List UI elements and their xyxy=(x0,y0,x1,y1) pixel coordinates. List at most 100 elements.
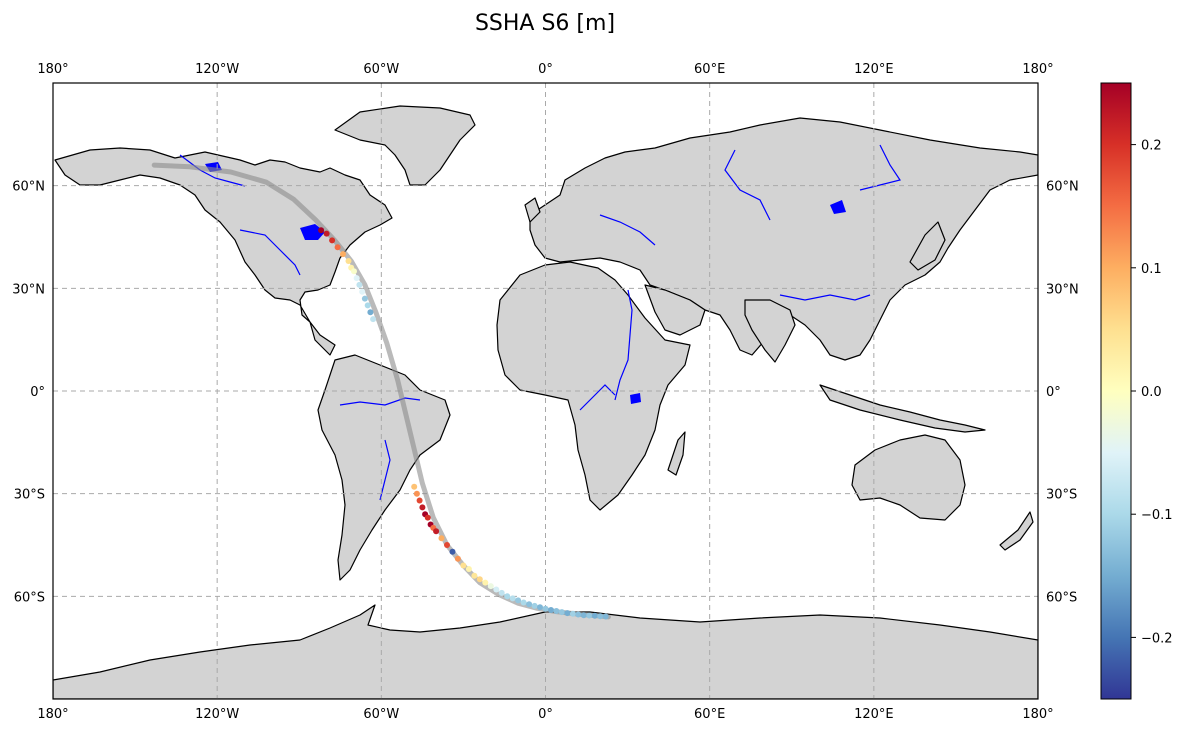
ssha-point xyxy=(465,566,472,572)
ssha-point xyxy=(569,610,576,617)
ssha-point xyxy=(351,268,357,275)
y-tick-label-right: 30°N xyxy=(1046,282,1079,297)
great-lakes xyxy=(300,224,325,240)
arabian-peninsula xyxy=(644,284,706,336)
ssha-point xyxy=(542,605,549,612)
ssha-point xyxy=(597,613,604,620)
y-tick-label-left: 0° xyxy=(30,385,45,400)
ssha-point xyxy=(353,275,360,282)
ssha-point xyxy=(361,295,368,302)
y-tick-label-right: 60°S xyxy=(1046,590,1077,605)
ssha-point xyxy=(526,601,533,608)
japan-landmass xyxy=(909,221,946,271)
x-tick-label-bottom: 120°W xyxy=(195,707,239,722)
chart-title: SSHA S6 [m] xyxy=(475,11,615,36)
eurasia-landmass xyxy=(529,117,1038,361)
ssha-point xyxy=(359,288,366,295)
ssha-point xyxy=(416,497,423,504)
colorbar-tick-label: 0.2 xyxy=(1141,139,1162,154)
map-area xyxy=(53,83,1038,699)
ssha-point xyxy=(498,589,505,596)
ssha-point xyxy=(413,490,420,497)
y-tick-label-right: 30°S xyxy=(1046,488,1077,503)
ssha-point xyxy=(367,309,374,316)
y-tick-label-left: 30°N xyxy=(12,282,45,297)
x-tick-label-top: 180° xyxy=(37,62,68,77)
colorbar-tick-label: −0.1 xyxy=(1141,508,1173,523)
x-tick-label-bottom: 60°E xyxy=(694,707,725,722)
greenland-landmass xyxy=(334,105,476,186)
ssha-point xyxy=(553,608,560,614)
ssha-point xyxy=(424,514,431,521)
ssha-point xyxy=(433,528,440,535)
ssha-point xyxy=(345,258,352,264)
ssha-point xyxy=(575,611,582,618)
graticule xyxy=(53,83,1038,699)
map-frame xyxy=(52,82,1039,700)
lake-victoria xyxy=(630,393,641,404)
ssha-point xyxy=(537,604,543,611)
ssha-point xyxy=(370,316,377,323)
ssha-point xyxy=(487,583,494,590)
ssha-point xyxy=(515,597,522,604)
ssha-point xyxy=(520,599,527,606)
colorbar-tick-label: −0.2 xyxy=(1141,631,1173,646)
rivers-layer xyxy=(179,144,901,501)
y-tick-label-right: 0° xyxy=(1046,385,1061,400)
x-tick-label-bottom: 180° xyxy=(37,707,68,722)
ssha-point xyxy=(419,504,426,511)
ssha-point xyxy=(586,612,593,619)
ssha-point xyxy=(329,237,336,244)
ssha-point xyxy=(531,602,538,609)
x-tick-label-bottom: 180° xyxy=(1022,707,1053,722)
ssha-point xyxy=(476,576,483,583)
ssha-point xyxy=(323,230,330,237)
colorbar-ticks: −0.2 −0.1 0.0 0.1 0.2 xyxy=(1131,139,1173,646)
australia-landmass xyxy=(851,434,966,521)
ssha-point xyxy=(340,251,346,258)
india-landmass xyxy=(744,299,796,363)
y-tick-label-right: 60°N xyxy=(1046,180,1079,195)
indonesia-landmass xyxy=(819,384,986,433)
ssha-point xyxy=(580,612,587,619)
amazon-river xyxy=(339,397,421,406)
lake-baikal xyxy=(830,200,846,214)
x-tick-label-top: 60°E xyxy=(694,62,725,77)
y-tick-label-left: 60°N xyxy=(12,180,45,195)
niger-river xyxy=(579,384,616,411)
madagascar-landmass xyxy=(667,431,686,476)
south-america-landmass xyxy=(317,354,451,581)
mississippi-river xyxy=(239,229,301,276)
ssha-point xyxy=(509,595,516,602)
colorbar-tick-label: 0.0 xyxy=(1141,385,1162,400)
north-america-landmass xyxy=(54,147,393,356)
x-tick-label-bottom: 120°E xyxy=(854,707,894,722)
ssha-point xyxy=(411,483,418,490)
ssha-point xyxy=(460,562,467,569)
land-layer xyxy=(53,105,1038,699)
ssha-point xyxy=(602,613,609,620)
x-tick-label-top: 0° xyxy=(538,62,553,77)
uk-landmass xyxy=(524,197,541,223)
nile-river xyxy=(614,289,633,401)
x-tick-label-top: 60°W xyxy=(363,62,399,77)
ssha-point xyxy=(591,612,598,619)
ssha-point xyxy=(482,579,489,586)
ssha-point xyxy=(334,244,341,251)
x-tick-label-top: 180° xyxy=(1022,62,1053,77)
ssha-point xyxy=(548,607,554,613)
ssha-point xyxy=(558,609,565,616)
x-tick-label-top: 120°W xyxy=(195,62,239,77)
yangtze-river xyxy=(779,294,871,301)
x-tick-label-bottom: 0° xyxy=(538,707,553,722)
ssha-observations xyxy=(318,227,609,620)
parana-river xyxy=(379,439,391,501)
x-tick-label-bottom: 60°W xyxy=(363,707,399,722)
ssha-point xyxy=(493,586,500,593)
x-tick-label-top: 120°E xyxy=(854,62,894,77)
colorbar-gradient xyxy=(1100,82,1132,700)
africa-landmass xyxy=(496,261,691,511)
y-tick-label-left: 30°S xyxy=(14,488,45,503)
